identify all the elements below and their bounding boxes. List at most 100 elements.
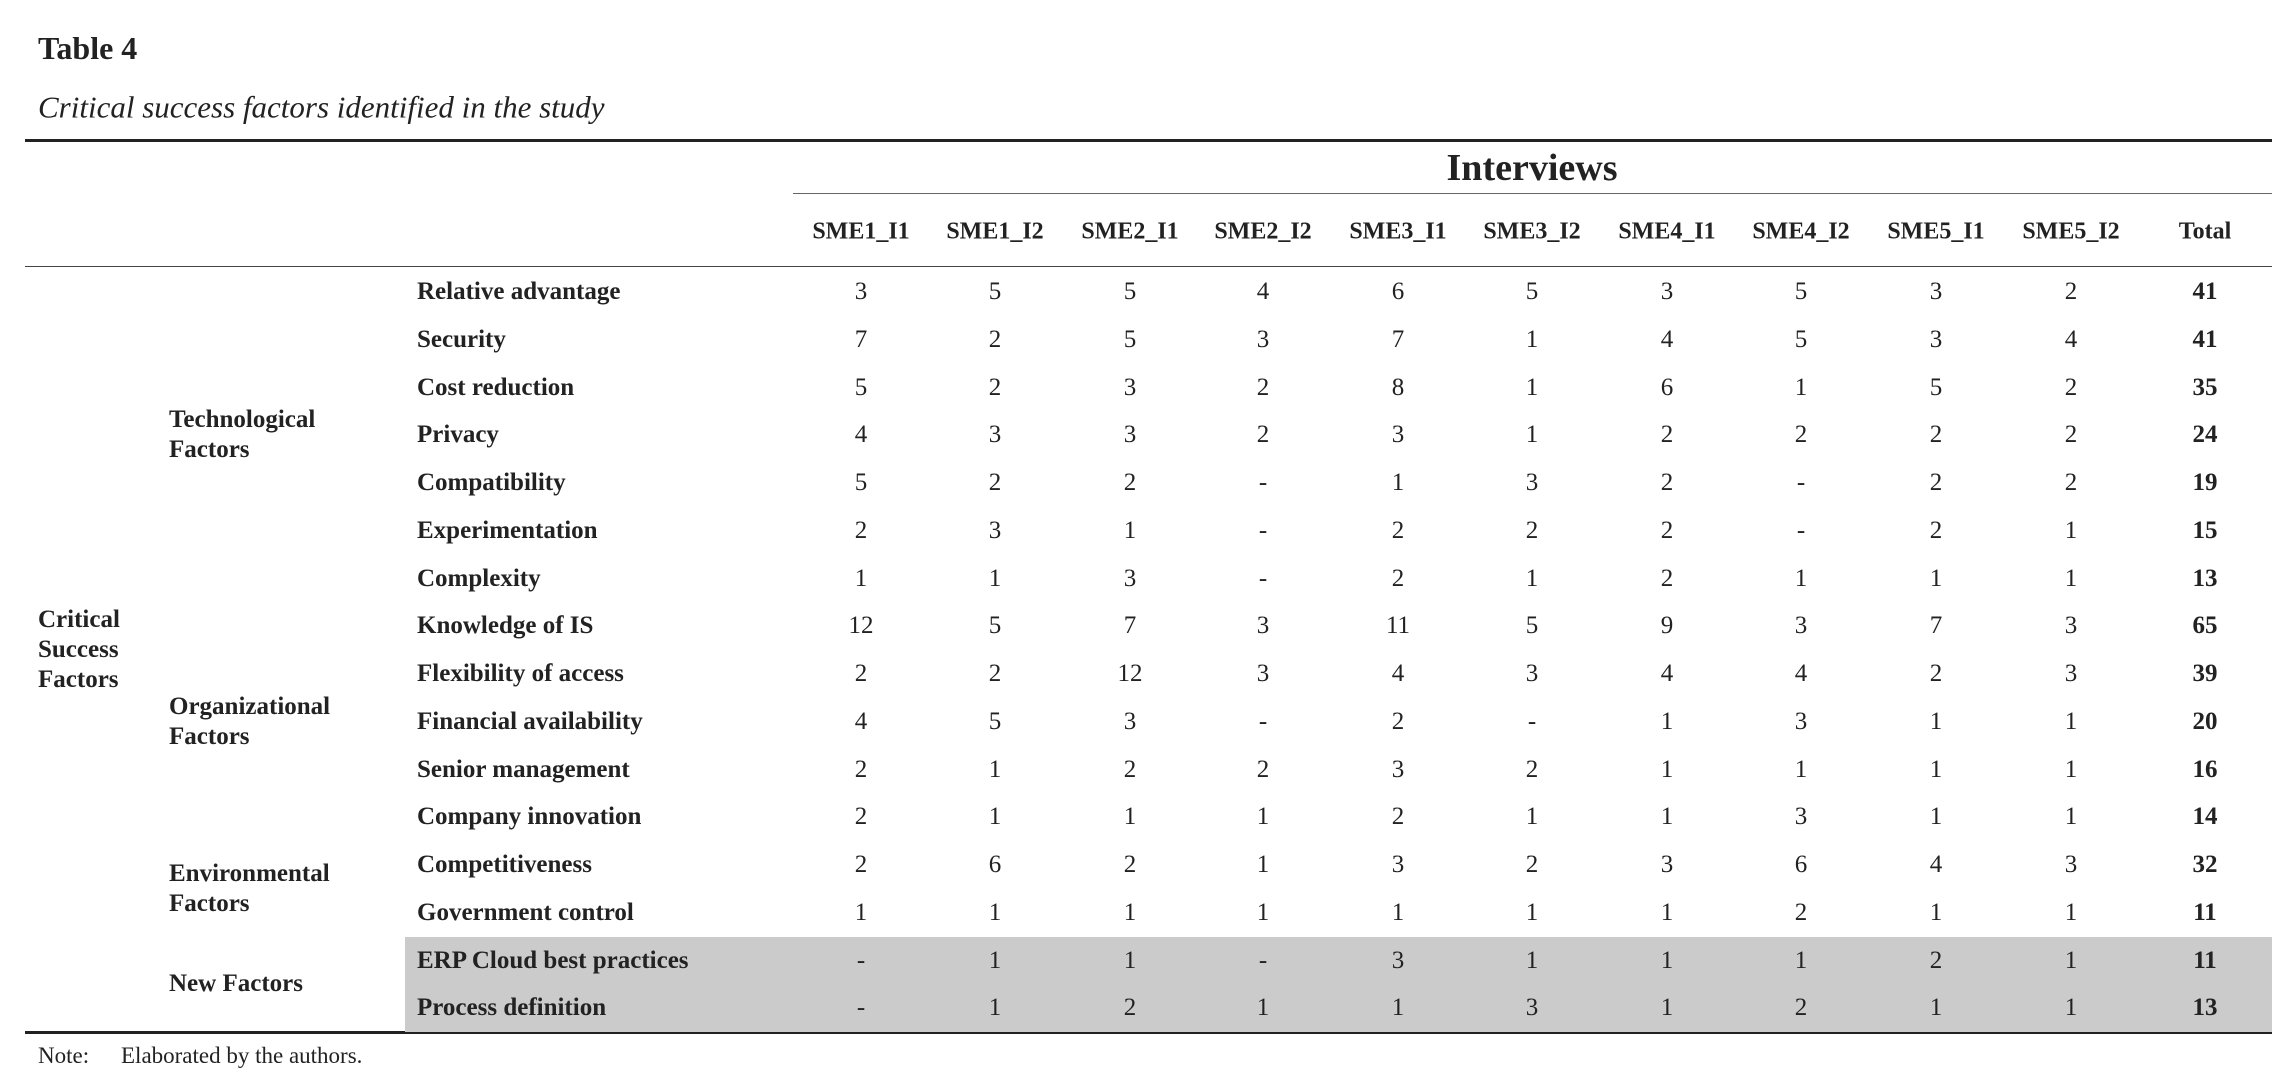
factor-label: Knowledge of IS <box>417 612 594 640</box>
value-cell: 1 <box>2064 803 2078 831</box>
value-cell: 1 <box>1123 803 1137 831</box>
value-cell: 4 <box>1929 851 1943 878</box>
total-cell: 15 <box>2192 516 2218 544</box>
value-cell: 3 <box>1123 707 1137 735</box>
value-cell: 2 <box>854 851 868 878</box>
header-rule <box>793 193 2272 194</box>
value-cell: 1 <box>1794 564 1808 592</box>
value-cell: 2 <box>1391 707 1405 735</box>
value-cell: 4 <box>1256 278 1270 305</box>
factor-label: Cost reduction <box>417 373 575 401</box>
value-cell: 1 <box>1256 851 1270 878</box>
value-cell: 5 <box>854 373 868 401</box>
column-header: SME3_I1 <box>1349 218 1447 245</box>
value-cell: 2 <box>1929 946 1943 974</box>
value-cell: 1 <box>1929 994 1943 1022</box>
value-cell: 3 <box>1256 660 1270 687</box>
value-cell: 2 <box>1256 755 1270 783</box>
value-cell: 1 <box>1525 803 1539 831</box>
value-cell: 4 <box>2064 325 2078 353</box>
factor-label: Compatibility <box>417 469 566 496</box>
value-cell: - <box>1258 946 1268 974</box>
value-cell: 2 <box>2064 469 2078 496</box>
value-cell: 1 <box>1929 803 1943 831</box>
value-cell: 1 <box>1660 946 1674 974</box>
value-cell: 6 <box>1660 373 1674 401</box>
value-cell: 1 <box>2064 898 2078 926</box>
total-cell: 14 <box>2192 803 2218 831</box>
value-cell: 3 <box>1525 660 1539 687</box>
value-cell: 3 <box>1391 421 1405 449</box>
value-cell: 2 <box>1660 516 1674 544</box>
value-cell: 3 <box>1123 564 1137 592</box>
value-cell: 4 <box>854 421 868 449</box>
total-cell: 41 <box>2192 278 2218 305</box>
value-cell: 1 <box>1794 946 1808 974</box>
value-cell: 2 <box>854 803 868 831</box>
value-cell: 3 <box>1391 755 1405 783</box>
value-cell: 1 <box>1123 516 1137 544</box>
value-cell: 4 <box>1391 660 1405 687</box>
value-cell: 1 <box>1391 994 1405 1022</box>
total-cell: 16 <box>2192 755 2218 783</box>
value-cell: 5 <box>1123 278 1137 305</box>
value-cell: 1 <box>2064 564 2078 592</box>
group-label: Environmental Factors <box>169 859 330 917</box>
total-cell: 13 <box>2192 994 2218 1022</box>
column-header: Total <box>2178 218 2232 245</box>
value-cell: 3 <box>1929 278 1943 305</box>
value-cell: - <box>856 994 866 1022</box>
value-cell: 3 <box>1794 707 1808 735</box>
value-cell: 3 <box>1256 325 1270 353</box>
value-cell: 1 <box>1525 564 1539 592</box>
total-cell: 35 <box>2192 373 2218 401</box>
column-header: SME1_I1 <box>812 218 910 245</box>
value-cell: 1 <box>2064 755 2078 783</box>
total-cell: 32 <box>2192 851 2218 878</box>
total-cell: 20 <box>2192 707 2218 735</box>
value-cell: 3 <box>1123 421 1137 449</box>
value-cell: 1 <box>1525 373 1539 401</box>
value-cell: 1 <box>1929 707 1943 735</box>
value-cell: 2 <box>2064 278 2078 305</box>
value-cell: 4 <box>1660 325 1674 353</box>
value-cell: 2 <box>854 660 868 687</box>
total-cell: 39 <box>2192 660 2218 687</box>
value-cell: 1 <box>854 898 868 926</box>
value-cell: 5 <box>1525 278 1539 305</box>
factor-label: Security <box>417 325 506 353</box>
value-cell: 2 <box>1794 421 1808 449</box>
factor-label: Government control <box>417 898 634 926</box>
value-cell: 1 <box>988 946 1002 974</box>
factor-label: Process definition <box>417 994 607 1022</box>
value-cell: 4 <box>1794 660 1808 687</box>
value-cell: 1 <box>1660 803 1674 831</box>
total-cell: 19 <box>2192 469 2218 496</box>
value-cell: 2 <box>1794 898 1808 926</box>
value-cell: 4 <box>1660 660 1674 687</box>
value-cell: 2 <box>1660 421 1674 449</box>
value-cell: 11 <box>1385 612 1411 640</box>
value-cell: 3 <box>1660 278 1674 305</box>
value-cell: 1 <box>1525 946 1539 974</box>
factor-label: Complexity <box>417 564 541 592</box>
value-cell: 1 <box>1256 803 1270 831</box>
table-title: Table 4 <box>38 29 138 66</box>
value-cell: 12 <box>848 612 874 640</box>
top-rule <box>25 139 2272 142</box>
value-cell: 2 <box>2064 373 2078 401</box>
value-cell: 2 <box>1391 564 1405 592</box>
value-cell: 3 <box>1391 851 1405 878</box>
value-cell: 2 <box>1391 516 1405 544</box>
header-bottom-rule <box>25 266 2272 267</box>
value-cell: 1 <box>988 898 1002 926</box>
total-cell: 24 <box>2192 421 2218 449</box>
value-cell: 2 <box>854 516 868 544</box>
value-cell: 1 <box>2064 707 2078 735</box>
value-cell: 1 <box>1525 421 1539 449</box>
value-cell: 1 <box>1660 755 1674 783</box>
value-cell: 1 <box>1391 469 1405 496</box>
value-cell: 5 <box>988 707 1002 735</box>
value-cell: 1 <box>1256 994 1270 1022</box>
value-cell: 2 <box>988 325 1002 353</box>
